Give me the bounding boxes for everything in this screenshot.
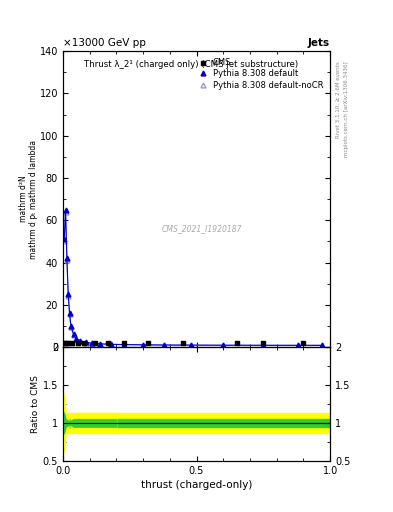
Y-axis label: mathrm d²N
mathrm d pₜ mathrm d lambda: mathrm d²N mathrm d pₜ mathrm d lambda bbox=[19, 140, 38, 259]
CMS bbox=[81, 339, 87, 347]
Pythia 8.308 default bbox=[62, 236, 66, 242]
Pythia 8.308 default-noCR bbox=[320, 343, 325, 349]
Pythia 8.308 default bbox=[78, 337, 83, 344]
Pythia 8.308 default-noCR bbox=[261, 342, 266, 348]
Pythia 8.308 default-noCR bbox=[67, 311, 72, 317]
Pythia 8.308 default-noCR bbox=[68, 324, 73, 330]
Pythia 8.308 default-noCR bbox=[64, 258, 69, 264]
Pythia 8.308 default-noCR bbox=[189, 342, 193, 348]
CMS bbox=[65, 339, 72, 347]
CMS bbox=[74, 339, 81, 347]
CMS bbox=[92, 339, 98, 347]
CMS bbox=[62, 339, 69, 347]
Text: Rivet 3.1.10, ≥ 2.6M events: Rivet 3.1.10, ≥ 2.6M events bbox=[336, 61, 341, 138]
CMS bbox=[233, 339, 240, 347]
Legend: CMS, Pythia 8.308 default, Pythia 8.308 default-noCR: CMS, Pythia 8.308 default, Pythia 8.308 … bbox=[195, 55, 326, 92]
Y-axis label: Ratio to CMS: Ratio to CMS bbox=[31, 375, 40, 433]
Pythia 8.308 default-noCR bbox=[108, 342, 113, 348]
CMS bbox=[121, 339, 127, 347]
Pythia 8.308 default bbox=[189, 342, 193, 348]
Text: Thrust λ_2¹ (charged only) (CMS jet substructure): Thrust λ_2¹ (charged only) (CMS jet subs… bbox=[84, 60, 298, 69]
Pythia 8.308 default-noCR bbox=[83, 339, 88, 346]
Line: Pythia 8.308 default-noCR: Pythia 8.308 default-noCR bbox=[62, 209, 325, 348]
Text: ×13000 GeV pp: ×13000 GeV pp bbox=[63, 38, 146, 48]
Pythia 8.308 default-noCR bbox=[66, 293, 71, 300]
Pythia 8.308 default bbox=[63, 207, 68, 213]
Pythia 8.308 default-noCR bbox=[122, 342, 127, 348]
Text: Jets: Jets bbox=[308, 38, 330, 48]
Pythia 8.308 default bbox=[68, 323, 73, 329]
Pythia 8.308 default-noCR bbox=[98, 341, 103, 347]
Pythia 8.308 default-noCR bbox=[78, 338, 83, 344]
Pythia 8.308 default bbox=[221, 342, 226, 348]
Pythia 8.308 default-noCR bbox=[62, 238, 66, 244]
Pythia 8.308 default bbox=[90, 340, 95, 346]
Pythia 8.308 default bbox=[83, 339, 88, 346]
Pythia 8.308 default-noCR bbox=[71, 332, 76, 338]
Pythia 8.308 default bbox=[320, 342, 325, 348]
CMS bbox=[260, 339, 266, 347]
CMS bbox=[180, 339, 186, 347]
Pythia 8.308 default bbox=[108, 341, 113, 347]
Pythia 8.308 default bbox=[261, 342, 266, 348]
X-axis label: thrust (charged-only): thrust (charged-only) bbox=[141, 480, 252, 490]
Pythia 8.308 default bbox=[71, 331, 76, 337]
Pythia 8.308 default-noCR bbox=[221, 342, 226, 348]
Line: Pythia 8.308 default: Pythia 8.308 default bbox=[62, 207, 325, 348]
Pythia 8.308 default-noCR bbox=[90, 340, 95, 347]
Pythia 8.308 default bbox=[122, 342, 127, 348]
Pythia 8.308 default bbox=[162, 342, 167, 348]
Pythia 8.308 default bbox=[66, 291, 71, 297]
Text: CMS_2021_I1920187: CMS_2021_I1920187 bbox=[162, 224, 242, 233]
Pythia 8.308 default bbox=[67, 310, 72, 316]
Pythia 8.308 default-noCR bbox=[63, 209, 68, 215]
CMS bbox=[61, 339, 67, 347]
Pythia 8.308 default bbox=[98, 341, 103, 347]
Text: mcplots.cern.ch [arXiv:1306.3436]: mcplots.cern.ch [arXiv:1306.3436] bbox=[344, 61, 349, 157]
CMS bbox=[69, 339, 75, 347]
CMS bbox=[300, 339, 307, 347]
Pythia 8.308 default-noCR bbox=[141, 342, 145, 348]
Pythia 8.308 default bbox=[141, 342, 145, 348]
Pythia 8.308 default bbox=[296, 342, 300, 348]
Pythia 8.308 default bbox=[74, 335, 79, 342]
Pythia 8.308 default bbox=[64, 255, 69, 261]
Pythia 8.308 default-noCR bbox=[162, 342, 167, 348]
CMS bbox=[145, 339, 152, 347]
Pythia 8.308 default-noCR bbox=[74, 336, 79, 342]
Pythia 8.308 default-noCR bbox=[296, 343, 300, 349]
CMS bbox=[105, 339, 112, 347]
